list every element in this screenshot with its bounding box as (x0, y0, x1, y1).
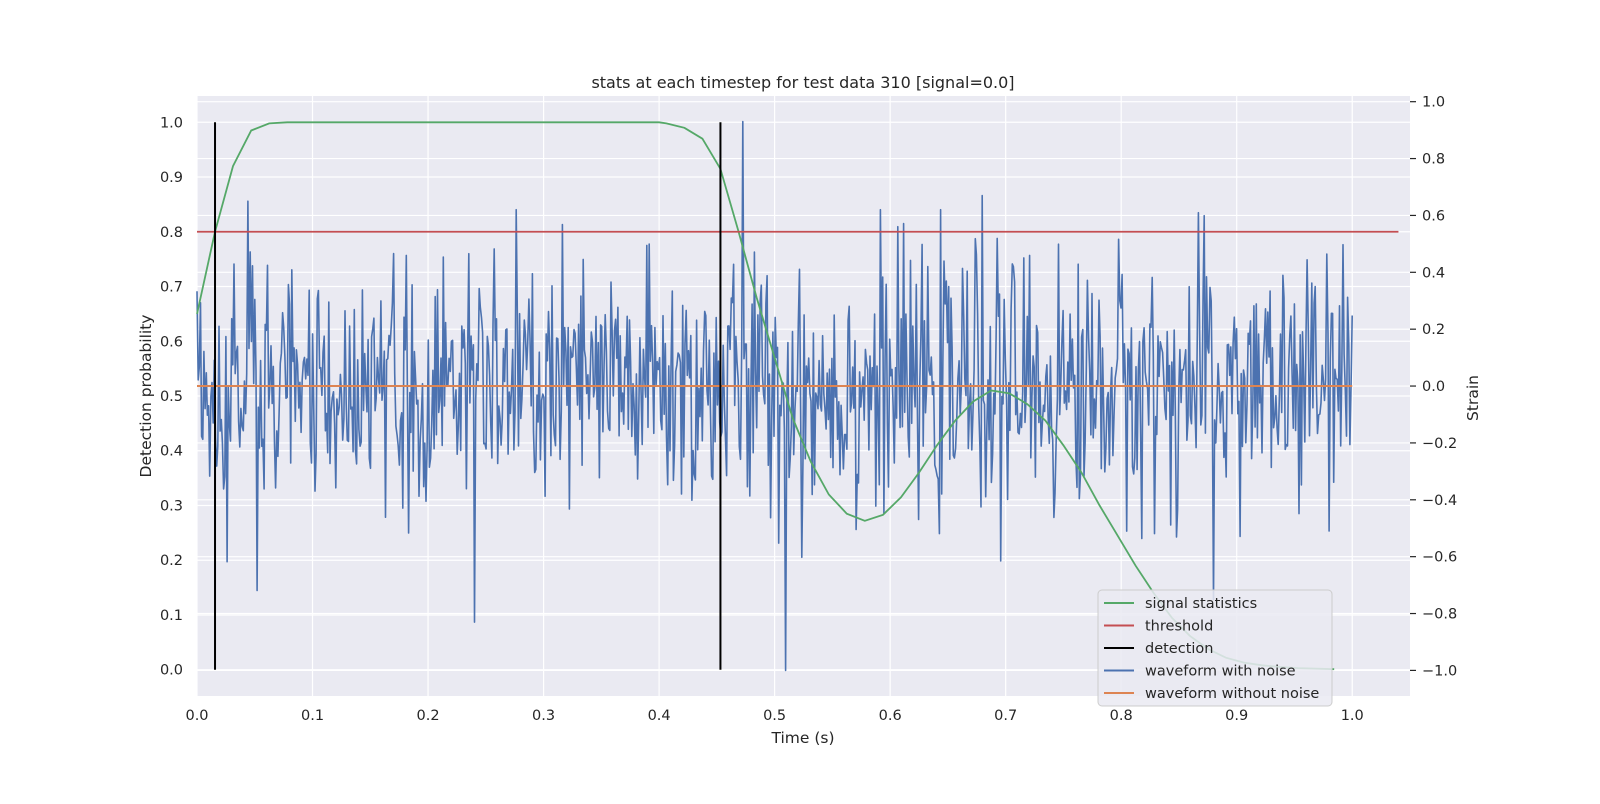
legend-label: waveform with noise (1145, 664, 1296, 680)
y-tick-label: 0.3 (160, 498, 183, 514)
y-tick-label: 0.7 (160, 280, 183, 296)
y-tick-label: 0.1 (160, 608, 183, 624)
x-tick-label: 0.5 (763, 708, 786, 724)
y-tick-label: 0.6 (160, 334, 183, 350)
y-right-tick-label: 1.0 (1422, 95, 1445, 111)
y-right-tick-label: 0.0 (1422, 379, 1445, 395)
x-tick-label: 1.0 (1341, 708, 1364, 724)
legend-label: detection (1145, 641, 1213, 657)
series-waveform-with-noise (196, 120, 1353, 672)
y-right-tick-label: −0.2 (1422, 436, 1457, 452)
x-tick-label: 0.8 (1110, 708, 1133, 724)
legend: signal statistics threshold detection wavef… (1097, 589, 1333, 707)
y-right-tick-label: 0.6 (1422, 208, 1445, 224)
y-tick-label: 0.4 (160, 444, 183, 460)
x-tick-label: 0.1 (301, 708, 324, 724)
x-tick-label: 0.6 (879, 708, 902, 724)
y-right-tick-label: −0.6 (1422, 550, 1457, 566)
y-tick-label: 0.2 (160, 553, 183, 569)
legend-box (1097, 589, 1333, 707)
y-right-tick-label: 0.4 (1422, 265, 1445, 281)
y-tick-label: 0.8 (160, 225, 183, 241)
legend-label: threshold (1145, 619, 1213, 635)
y-axis-label: Detection probability (137, 315, 155, 478)
x-tick-label: 0.2 (417, 708, 440, 724)
y-tick-label: 1.0 (160, 115, 183, 131)
legend-label: signal statistics (1145, 596, 1257, 612)
y-tick-label: 0.0 (160, 663, 183, 679)
x-tick-label: 0.3 (532, 708, 555, 724)
y-right-tick-label: −0.4 (1422, 493, 1457, 509)
tick-labels: 0.0 0.1 0.2 0.3 0.4 0.5 0.6 0.7 0.8 0.9 1.0 0.0 0.1 0… (160, 95, 1457, 724)
x-tick-label: 0.4 (648, 708, 671, 724)
y-right-tick-label: 0.2 (1422, 322, 1445, 338)
y-right-tick-label: 0.8 (1422, 152, 1445, 168)
x-tick-label: 0.7 (994, 708, 1017, 724)
x-axis-label: Time (s) (770, 729, 834, 747)
y-tick-label: 0.9 (160, 170, 183, 186)
x-tick-label: 0.9 (1225, 708, 1248, 724)
x-tick-label: 0.0 (185, 708, 208, 724)
y-right-tick-label: −1.0 (1422, 663, 1457, 679)
legend-label: waveform without noise (1145, 686, 1319, 702)
y-tick-label: 0.5 (160, 389, 183, 405)
y-axis-right-label: Strain (1464, 375, 1482, 421)
chart-title: stats at each timestep for test data 310… (591, 73, 1014, 92)
y-right-tick-label: −0.8 (1422, 607, 1457, 623)
